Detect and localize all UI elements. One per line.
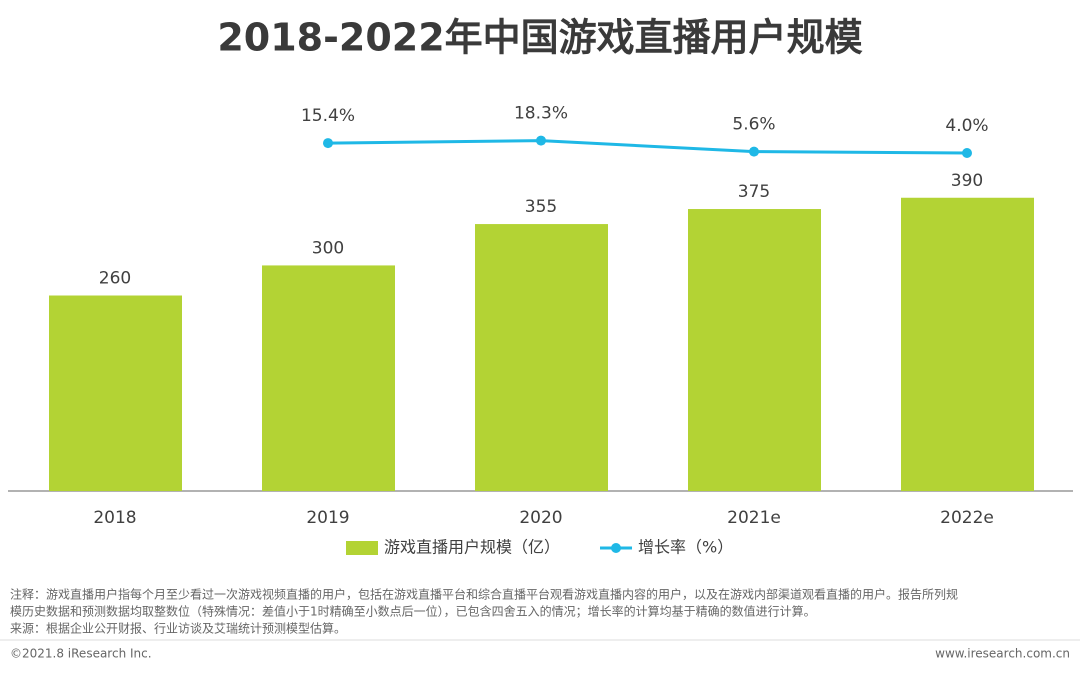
- x-tick-label: 2021e: [727, 508, 781, 528]
- x-tick-label: 2019: [306, 508, 349, 528]
- source: 来源：根据企业公开财报、行业访谈及艾瑞统计预测模型估算。: [10, 621, 346, 636]
- data-label: 15.4%: [301, 106, 355, 126]
- line-point: [962, 148, 972, 159]
- bar: [475, 224, 608, 491]
- data-label: 18.3%: [514, 104, 568, 124]
- line-point: [536, 135, 546, 146]
- note-line: 模历史数据和预测数据均取整数位（特殊情况：差值小于1时精确至小数点后一位），已包…: [10, 604, 816, 619]
- website: www.iresearch.com.cn: [935, 647, 1070, 661]
- note-line: 注释：游戏直播用户指每个月至少看过一次游戏视频直播的用户，包括在游戏直播平台和综…: [10, 587, 958, 602]
- data-label: 260: [99, 269, 131, 289]
- chart-title: 2018-2022年中国游戏直播用户规模: [217, 16, 862, 60]
- data-label: 300: [312, 238, 344, 258]
- bar: [688, 209, 821, 491]
- line: [327, 139, 968, 155]
- x-tick-label: 2022e: [940, 508, 994, 528]
- copyright: ©2021.8 iResearch Inc.: [10, 647, 152, 661]
- data-label: 375: [738, 182, 770, 202]
- legend-label: 增长率（%）: [638, 538, 733, 557]
- legend-swatch: [611, 543, 622, 553]
- data-label: 355: [525, 197, 557, 217]
- bar: [901, 197, 1034, 491]
- line-point: [323, 138, 333, 149]
- x-tick-label: 2018: [93, 508, 136, 528]
- legend-label: 游戏直播用户规模（亿）: [384, 538, 560, 557]
- data-label: 4.0%: [945, 116, 988, 136]
- bar: [262, 265, 395, 491]
- legend-swatch: [346, 541, 378, 555]
- x-tick-label: 2020: [519, 508, 562, 528]
- bar: [49, 295, 182, 491]
- data-label: 390: [951, 171, 983, 191]
- line-point: [749, 146, 759, 157]
- data-label: 5.6%: [732, 115, 775, 135]
